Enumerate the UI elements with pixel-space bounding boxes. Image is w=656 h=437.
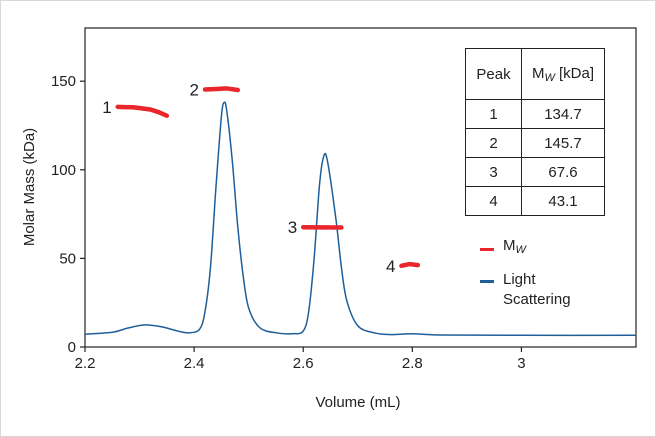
plot-area-border <box>84 27 637 348</box>
header-peak: Peak <box>465 48 522 100</box>
legend-ls-swatch <box>480 280 494 283</box>
cell-peak: 3 <box>465 157 522 187</box>
header-mw: MW [kDa] <box>521 48 605 100</box>
legend-mw-label: MW <box>503 236 526 260</box>
cell-mw: 145.7 <box>521 128 605 158</box>
mw-segment-4 <box>399 261 421 269</box>
x-tick-label: 3 <box>517 355 525 372</box>
y-axis-label: Molar Mass (kDa) <box>21 128 38 246</box>
cell-peak: 2 <box>465 128 522 158</box>
cell-mw: 43.1 <box>521 186 605 216</box>
x-tick-label: 2.6 <box>293 355 314 372</box>
legend-mw-swatch <box>480 248 494 251</box>
header-mw-main: M <box>531 64 545 82</box>
y-tick-label: 0 <box>68 339 76 356</box>
legend-ls-line2: Scattering <box>503 291 571 308</box>
cell-peak: 4 <box>465 186 522 216</box>
legend-mw-sub: W <box>515 244 526 256</box>
mw-segment-2 <box>202 86 241 93</box>
y-tick-label: 150 <box>51 73 76 90</box>
x-axis-label: Volume (mL) <box>315 394 400 411</box>
mw-table: Peak MW [kDa] 1 134.7 2 145.7 3 67.6 4 43.1 <box>465 48 605 216</box>
y-tick-label: 100 <box>51 162 76 179</box>
light-scattering-line <box>84 101 637 337</box>
x-tick-label: 2.4 <box>184 355 205 372</box>
x-tick-label: 2.8 <box>402 355 423 372</box>
peak-label-2: 2 <box>190 80 199 99</box>
table-header-row: Peak MW [kDa] <box>465 48 605 100</box>
cell-mw: 134.7 <box>521 99 605 129</box>
table-row: 4 43.1 <box>465 186 605 216</box>
table-row: 1 134.7 <box>465 99 605 129</box>
x-tick-label: 2.2 <box>75 355 96 372</box>
header-mw-sub: W <box>544 71 555 84</box>
cell-mw: 67.6 <box>521 157 605 187</box>
peak-label-3: 3 <box>288 218 297 237</box>
table-row: 2 145.7 <box>465 128 605 158</box>
mw-segment-1 <box>115 104 170 118</box>
y-tick-label: 50 <box>59 250 76 267</box>
legend-ls-line1: Light <box>503 271 536 288</box>
legend-mw-main: M <box>503 237 516 254</box>
cell-peak: 1 <box>465 99 522 129</box>
peak-label-1: 1 <box>102 98 111 117</box>
legend-ls-label: Light Scattering <box>503 270 571 310</box>
header-mw-unit: [kDa] <box>554 64 595 82</box>
table-row: 3 67.6 <box>465 157 605 187</box>
peak-label-4: 4 <box>386 257 395 276</box>
